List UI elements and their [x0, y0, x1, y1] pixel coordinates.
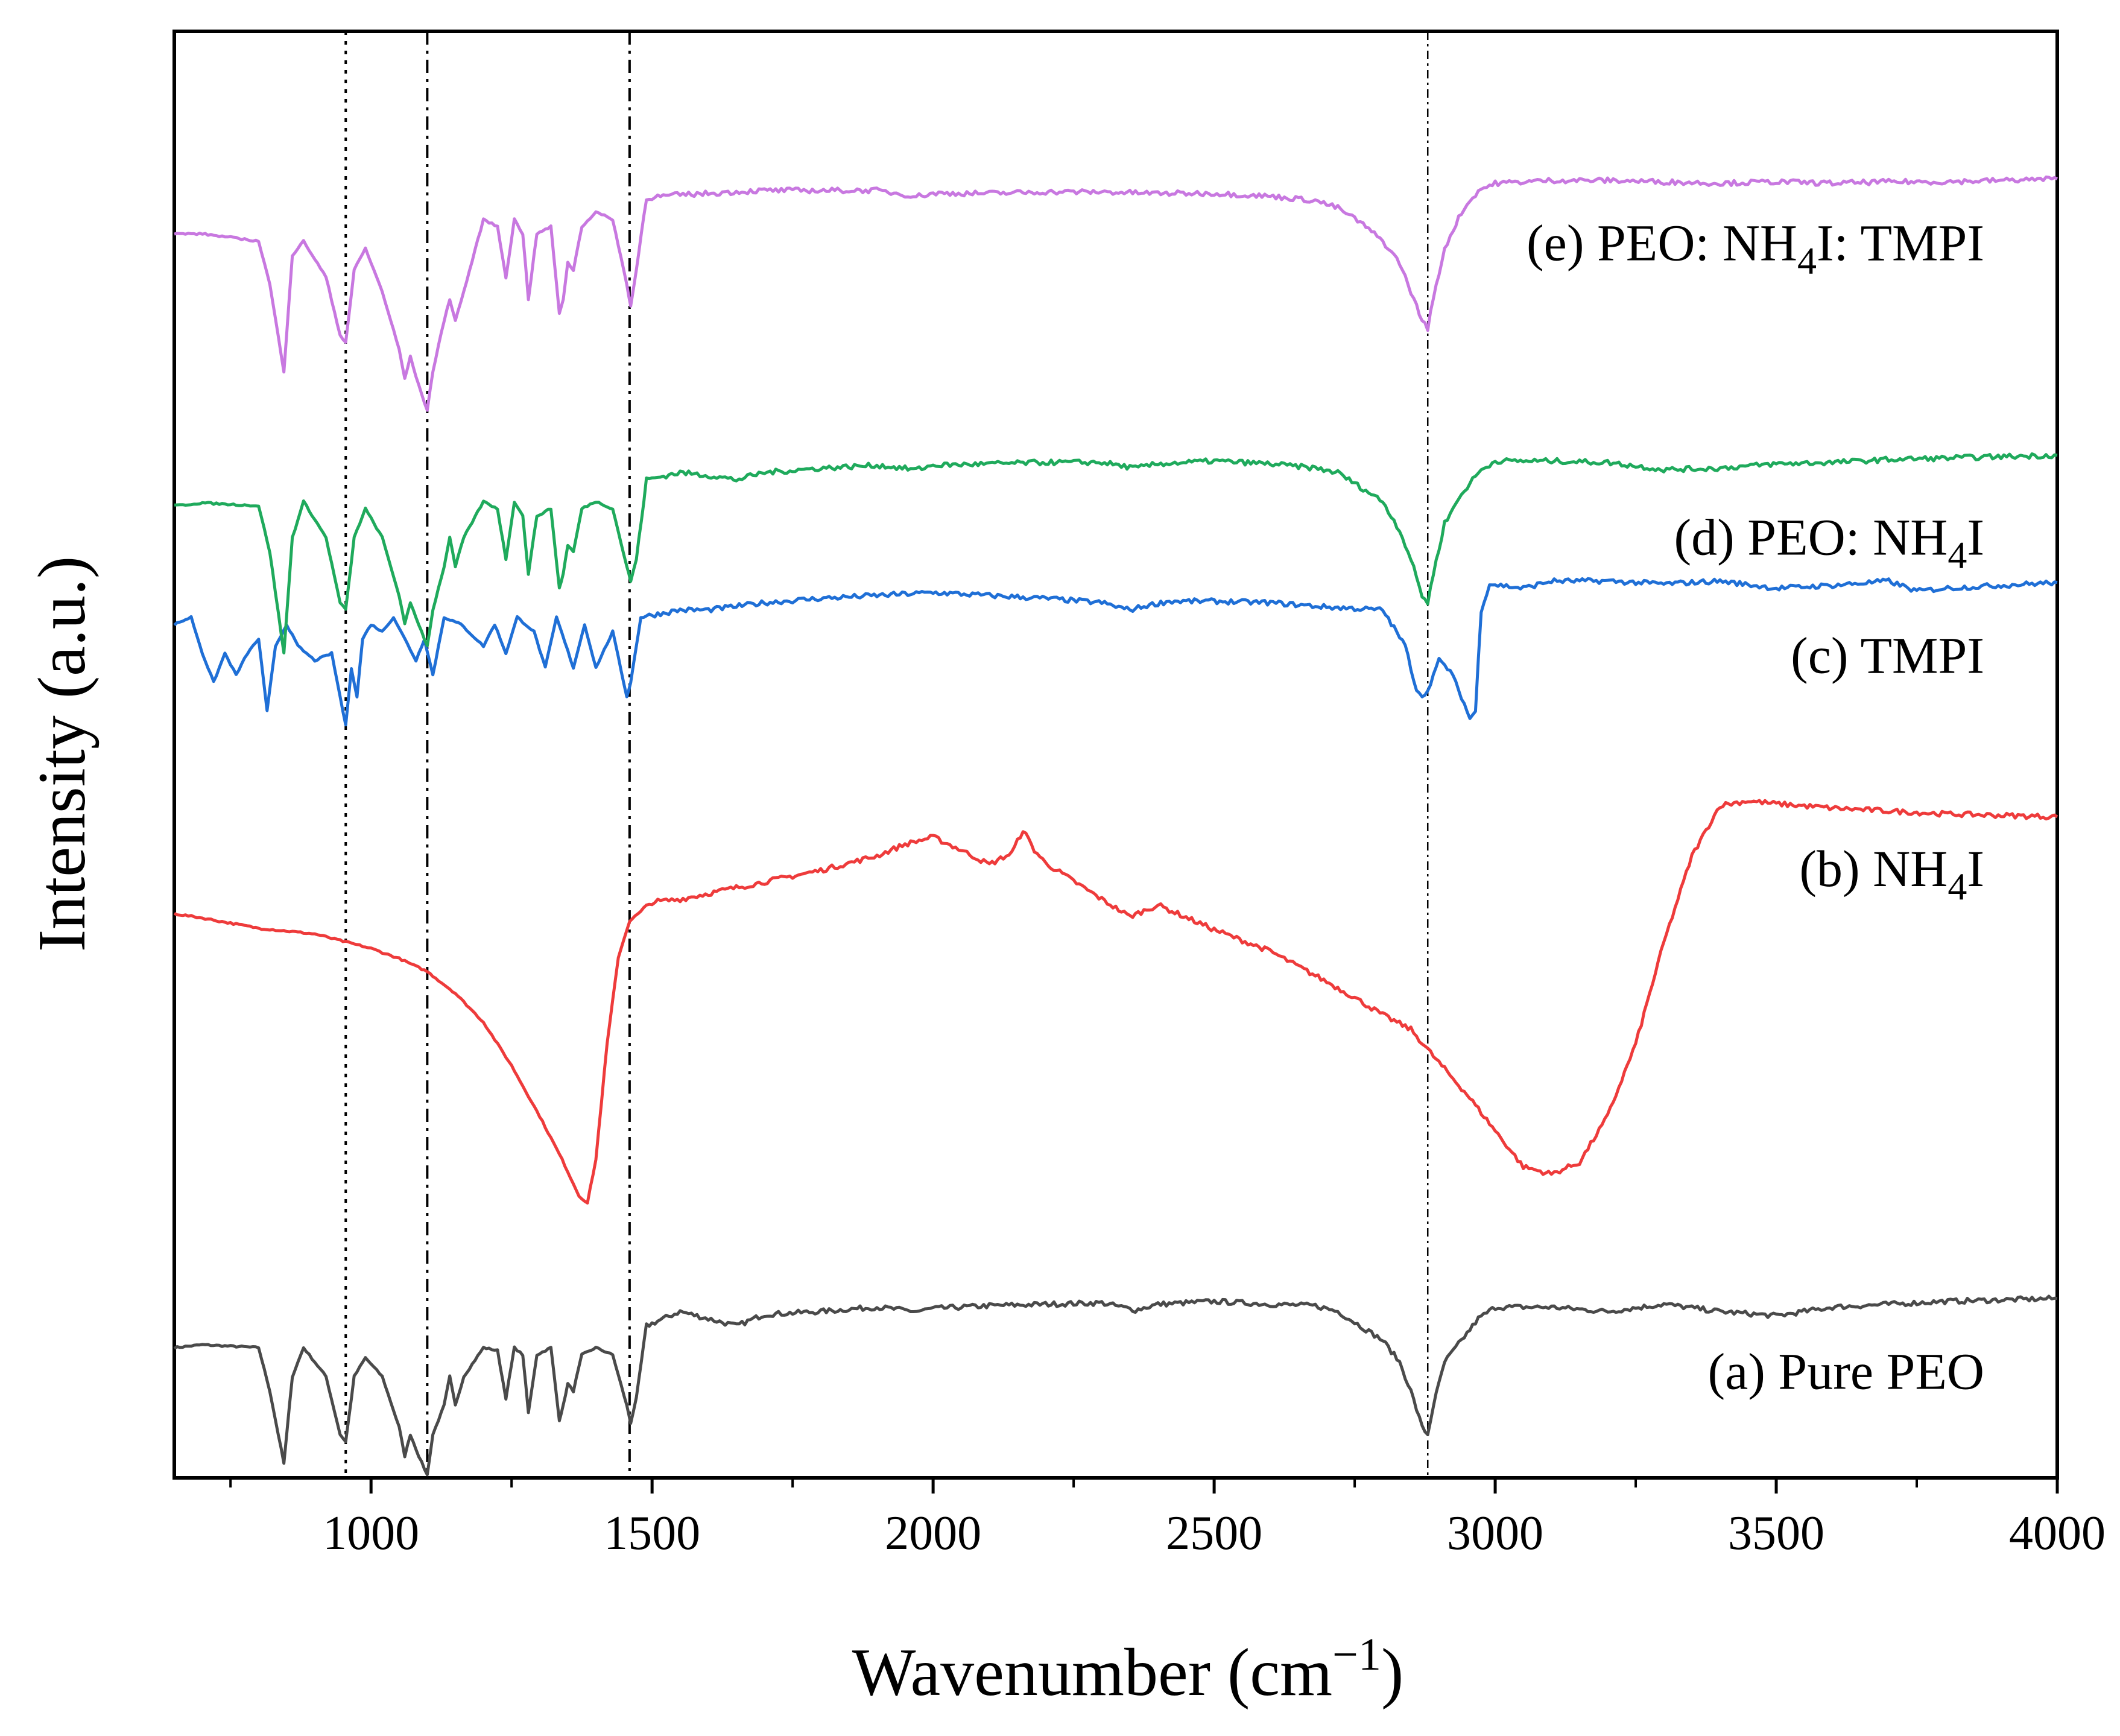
series-label-e: (e) PEO: NH4I: TMPI — [1527, 214, 1984, 282]
series-labels: (a) Pure PEO (b) NH4I (c) TMPI (d) PEO: NH4… — [1527, 214, 1984, 1401]
series-label-d: (d) PEO: NH4I — [1674, 508, 1985, 577]
x-axis-title: Wavenumber (cm−1) — [852, 1629, 1404, 1710]
series-layer — [173, 176, 2058, 1477]
x-tick-label-2500: 2500 — [1166, 1507, 1262, 1560]
series-label-a: (a) Pure PEO — [1707, 1343, 1984, 1401]
series-line-b — [173, 799, 2058, 1205]
series-label-c: (c) TMPI — [1791, 627, 1984, 685]
x-tick-label-1000: 1000 — [323, 1507, 419, 1560]
reference-lines — [344, 31, 1429, 1478]
y-axis-title: Intensity (a.u.) — [25, 556, 100, 952]
plot-frame — [172, 30, 2059, 1480]
x-tick-label-3000: 3000 — [1447, 1507, 1543, 1560]
series-line-c — [173, 577, 2058, 727]
series-line-e — [174, 176, 2058, 412]
x-tick-label-3500: 3500 — [1728, 1507, 1824, 1560]
series-label-b: (b) NH4I — [1799, 840, 1984, 908]
series-line-a — [173, 1294, 2058, 1477]
x-tick-label-4000: 4000 — [2009, 1507, 2106, 1560]
x-tick-label-1500: 1500 — [604, 1507, 700, 1560]
x-tick-label-2000: 2000 — [885, 1507, 981, 1560]
series-line-d — [174, 452, 2058, 654]
x-axis: 1000 1500 2000 2500 3000 3500 4000 — [229, 1478, 2106, 1560]
